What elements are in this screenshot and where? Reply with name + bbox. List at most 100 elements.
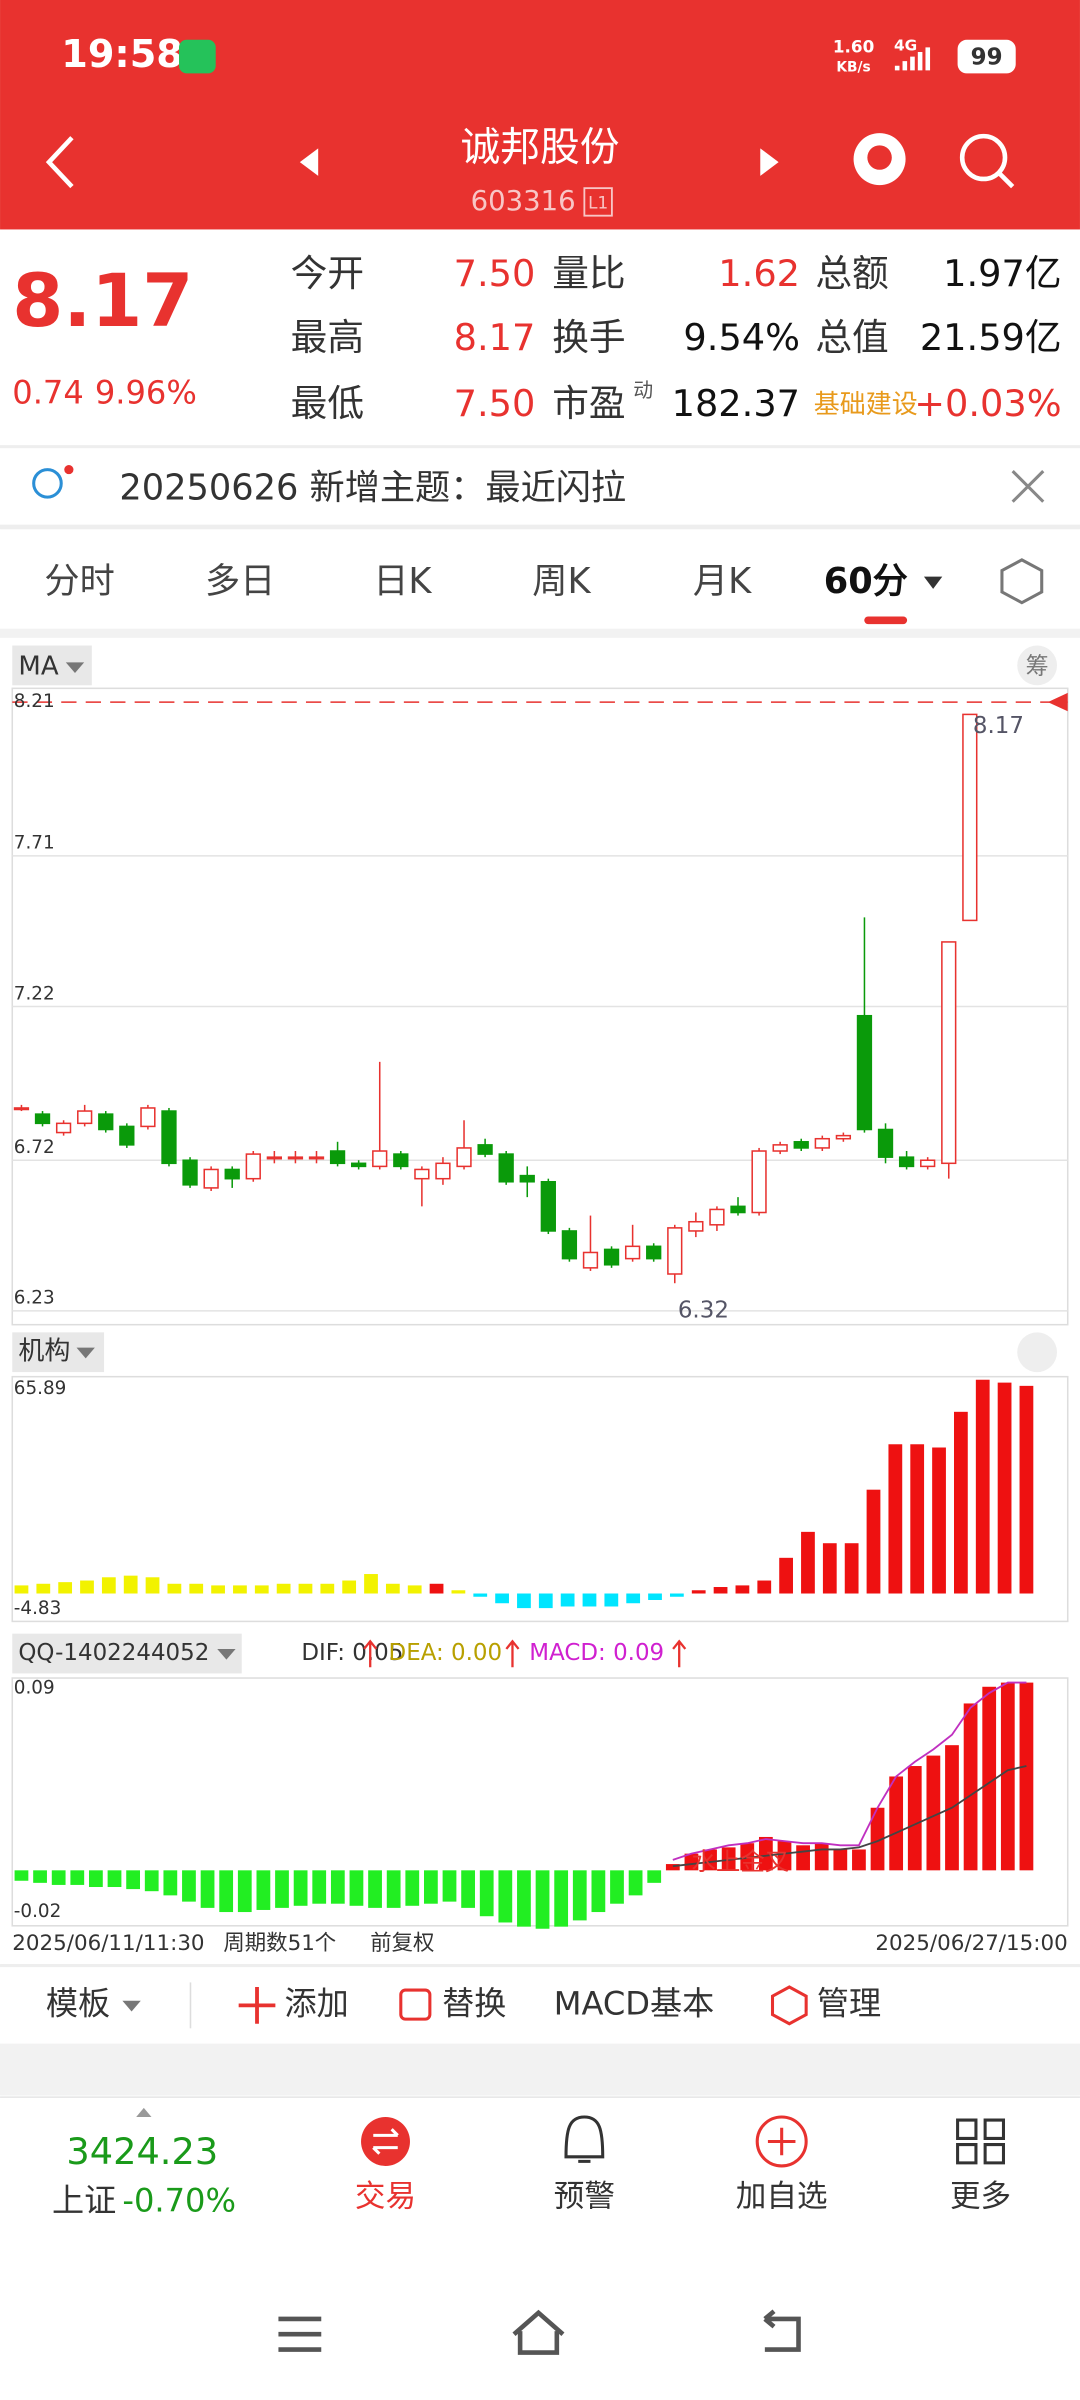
inst-bar <box>735 1585 750 1594</box>
macd-bar <box>777 1841 792 1871</box>
bulb-dot <box>64 465 74 475</box>
inst-bar <box>429 1583 444 1594</box>
stat-label: 最低 <box>291 382 364 425</box>
nav-more[interactable]: 更多 <box>950 2180 1011 2215</box>
macd-bar <box>51 1870 66 1885</box>
period-tab[interactable]: 月K <box>693 561 752 602</box>
chip-label: 筹 <box>1026 653 1049 679</box>
manage-icon <box>770 1985 808 2026</box>
candle-body <box>55 1122 72 1134</box>
chip-button[interactable] <box>1017 645 1058 686</box>
macd-selector[interactable] <box>12 1633 242 1674</box>
macd-bar <box>554 1870 569 1927</box>
period-tab[interactable]: 日K <box>373 561 432 602</box>
nav-trade[interactable]: 交易 <box>355 2180 416 2215</box>
search-icon[interactable] <box>959 133 1008 182</box>
period-tab[interactable]: 60分 <box>824 561 908 602</box>
inst-bar <box>953 1411 968 1594</box>
divider <box>189 1982 192 2029</box>
badge-box <box>583 187 613 217</box>
macd-selector-label: QQ-1402244052 <box>18 1640 209 1666</box>
notice-text[interactable]: 20250626 新增主题：最近闪拉 <box>119 467 626 508</box>
inst-bar <box>997 1382 1012 1594</box>
index-value[interactable]: 3424.23 <box>66 2130 218 2173</box>
chart-adjust: 前复权 <box>370 1931 434 1956</box>
macd-bar <box>424 1870 438 1904</box>
nav-watchlist[interactable]: 加自选 <box>736 2180 828 2215</box>
macd-bar <box>572 1870 587 1921</box>
toolbar-template[interactable]: 模板 <box>46 1984 110 2022</box>
candle-body <box>119 1125 135 1146</box>
tab-dropdown[interactable] <box>923 576 943 589</box>
trade-icon-arrows <box>372 2128 399 2155</box>
inst-bar <box>779 1557 793 1594</box>
sys-back[interactable] <box>763 2309 801 2352</box>
macd-bar <box>758 1836 773 1871</box>
macd-chart: -0.02 0.09 <box>14 1678 1034 1929</box>
inst-bar <box>538 1593 553 1609</box>
candle-body <box>941 941 957 1165</box>
stock-name: 诚邦股份 <box>460 124 619 170</box>
candle-body <box>667 1227 683 1275</box>
candle-body <box>140 1107 156 1128</box>
inst-bar <box>145 1577 160 1594</box>
nav-alert[interactable]: 预警 <box>554 2180 615 2215</box>
notice-close[interactable] <box>1011 470 1045 503</box>
y-tick-label: 6.72 <box>14 1137 55 1158</box>
stat-label: 最高 <box>291 316 364 359</box>
candle-body <box>98 1113 114 1131</box>
dea-line <box>672 1765 1027 1868</box>
macd-bar <box>349 1870 364 1906</box>
inst-bar <box>342 1580 357 1594</box>
macd-bar <box>405 1870 420 1906</box>
y-tick-label: 7.71 <box>14 833 55 854</box>
candle-body <box>329 1150 346 1165</box>
inst-bar <box>910 1444 925 1594</box>
dropdown-arrow <box>217 1648 236 1660</box>
period-tab[interactable]: 分时 <box>44 561 114 602</box>
inst-bar <box>626 1593 641 1604</box>
toolbar-manage[interactable]: 管理 <box>817 1984 881 2022</box>
candle-body <box>182 1159 198 1186</box>
toolbar-replace[interactable]: 替换 <box>442 1984 506 2022</box>
inst-bar <box>757 1580 772 1594</box>
macd-bar <box>833 1849 848 1871</box>
sys-home[interactable] <box>512 2309 565 2355</box>
stock-badge: L1 <box>588 192 608 212</box>
stat-value: 7.50 <box>454 252 536 295</box>
inst-label: 机构 <box>18 1337 70 1367</box>
next-stock[interactable] <box>760 148 779 176</box>
sys-menu[interactable] <box>278 2316 322 2352</box>
macd-bar <box>368 1870 382 1908</box>
period-tab[interactable]: 多日 <box>205 561 275 602</box>
prev-stock[interactable] <box>299 148 319 176</box>
more-icon <box>956 2118 1006 2165</box>
toolbar-add[interactable]: 添加 <box>285 1984 349 2022</box>
candle-body <box>77 1110 93 1125</box>
macd-bar <box>293 1870 308 1906</box>
candle-body <box>624 1245 641 1260</box>
back-button[interactable] <box>45 136 74 189</box>
candle-body <box>498 1153 514 1183</box>
y-tick-label: 8.21 <box>14 691 55 712</box>
stat-label: 总额 <box>815 252 888 295</box>
stat-label: 基础建设 <box>814 390 918 420</box>
inst-bar <box>36 1583 51 1594</box>
inst-bar <box>58 1582 73 1594</box>
candle-body <box>751 1150 767 1214</box>
inst-bar <box>648 1593 662 1600</box>
bulb-icon <box>32 468 63 499</box>
toolbar-macd[interactable]: MACD基本 <box>554 1984 714 2022</box>
inst-bar <box>276 1583 291 1594</box>
settings-icon[interactable] <box>1000 558 1044 605</box>
inst-bar <box>582 1593 597 1607</box>
index-expand[interactable] <box>136 2107 152 2118</box>
expand-button[interactable] <box>1017 1332 1058 1373</box>
kline-chart: 6.23 6.72 7.22 7.71 8.21 8.17 6.32 <box>12 691 1068 1323</box>
dropdown-arrow <box>122 2000 141 2012</box>
period-tab[interactable]: 周K <box>532 561 591 602</box>
candle-body <box>351 1162 367 1168</box>
y-tick-label: 65.89 <box>14 1378 67 1399</box>
candle-body <box>224 1168 240 1180</box>
macd-bar <box>517 1870 531 1927</box>
